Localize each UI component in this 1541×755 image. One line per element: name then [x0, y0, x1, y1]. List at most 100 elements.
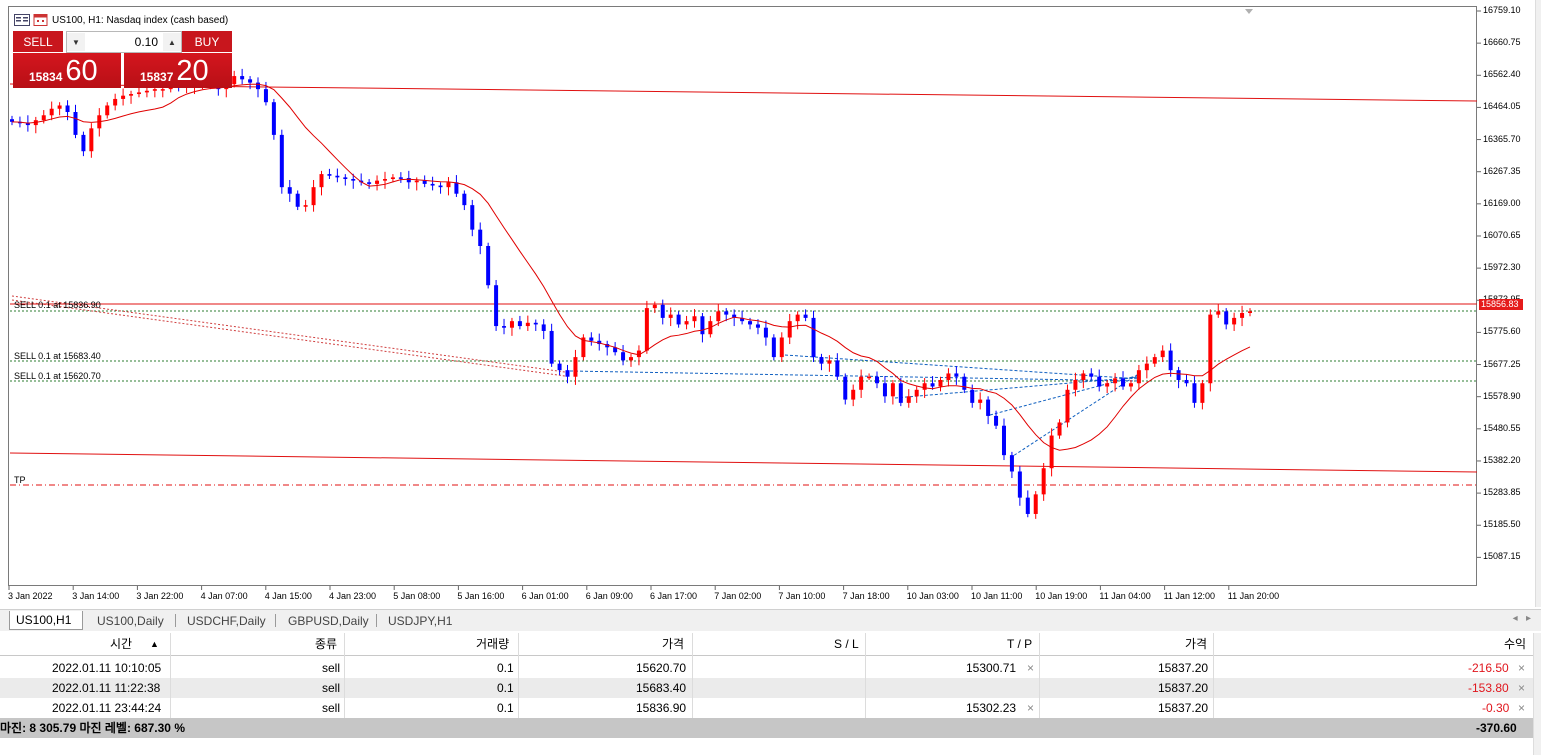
current-price-tag: 15856.83: [1479, 299, 1523, 310]
close-icon[interactable]: ×: [1518, 681, 1526, 695]
time-tick-label: 5 Jan 08:00: [393, 591, 441, 601]
tab-usdjpy-h1[interactable]: USDJPY,H1: [388, 613, 453, 628]
price-chart[interactable]: [0, 0, 1541, 607]
price-tick-label: 16169.00: [1483, 197, 1521, 208]
close-icon[interactable]: ×: [1027, 661, 1035, 675]
table-row[interactable]: 2022.01.11 11:22:38 sell 0.1 15683.40 15…: [0, 678, 1534, 698]
chart-window-icon: [14, 14, 30, 26]
candle-body: [1224, 311, 1229, 325]
candle-body: [160, 89, 165, 91]
candle-body: [279, 134, 284, 188]
candle-body: [303, 205, 308, 207]
sell-price-prefix: 15834: [29, 70, 63, 84]
tab-separator: [376, 614, 377, 627]
candle-body: [597, 340, 602, 345]
candle-body: [1208, 314, 1213, 384]
candle-body: [875, 376, 880, 384]
tp-line-label[interactable]: TP: [14, 475, 26, 485]
buy-button[interactable]: BUY: [182, 31, 232, 52]
chart-plot-area[interactable]: [8, 6, 1477, 586]
time-tick-label: 11 Jan 12:00: [1163, 591, 1215, 601]
account-summary-row: ·마진: 8 305.79 마진 레벨: 687.30 % -370.60: [0, 718, 1534, 738]
order-line-label[interactable]: SELL 0.1 at 15836.90: [14, 300, 101, 310]
candle-body: [1184, 379, 1189, 384]
chart-title: US100, H1: Nasdaq index (cash based): [52, 14, 229, 26]
candle-body: [121, 95, 126, 99]
one-click-trading-panel: SELL ▼ 0.10 ▲ BUY 15834 60 15837 20: [13, 31, 232, 88]
close-icon[interactable]: ×: [1027, 701, 1035, 715]
cell-tp[interactable]: 15300.71: [966, 661, 1017, 675]
candle-body: [986, 399, 991, 416]
candle-body: [430, 183, 435, 186]
order-line-label[interactable]: SELL 0.1 at 15683.40: [14, 351, 101, 361]
column-current-price[interactable]: 가격: [1185, 637, 1208, 651]
tab-gbpusd-daily[interactable]: GBPUSD,Daily: [288, 613, 369, 628]
chart-window[interactable]: US100, H1: Nasdaq index (cash based) SEL…: [0, 0, 1541, 607]
close-icon[interactable]: ×: [1518, 661, 1526, 675]
candle-body: [335, 175, 340, 178]
candle-body: [478, 229, 483, 246]
cell-price: 15836.90: [636, 701, 687, 715]
candle-body: [549, 330, 554, 364]
buy-price-box[interactable]: 15837 20: [124, 53, 232, 88]
order-line-label[interactable]: SELL 0.1 at 15620.70: [14, 371, 101, 381]
trade-history-line: [11, 299, 566, 377]
candle-body: [748, 321, 753, 325]
candle-body: [962, 376, 967, 390]
candle-body: [629, 357, 633, 361]
cell-price: 15683.40: [636, 681, 687, 695]
trade-table: 시간 ▲ 종류 거래량 가격 S / L T / P 가격 수익 2022.01…: [0, 633, 1541, 755]
candle-body: [41, 115, 46, 121]
column-tp[interactable]: T / P: [1007, 637, 1033, 651]
column-type[interactable]: 종류: [315, 637, 338, 651]
candle-body: [470, 205, 475, 230]
cell-profit: -0.30: [1482, 701, 1510, 715]
candle-body: [740, 317, 745, 322]
cell-type: sell: [322, 681, 341, 695]
sell-button[interactable]: SELL: [13, 31, 63, 52]
candle-body: [1232, 317, 1237, 325]
column-sl[interactable]: S / L: [834, 637, 859, 651]
tab-us100-h1[interactable]: US100,H1: [9, 611, 83, 630]
candle-body: [1176, 370, 1181, 380]
resistance-trendline: [9, 83, 1478, 102]
candle-body: [1113, 378, 1118, 384]
tab-usdchf-daily[interactable]: USDCHF,Daily: [187, 613, 266, 628]
cell-current-price: 15837.20: [1158, 661, 1209, 675]
column-profit[interactable]: 수익: [1504, 637, 1527, 651]
volume-stepper[interactable]: ▼ 0.10 ▲: [66, 31, 182, 53]
candle-body: [978, 399, 983, 403]
column-time[interactable]: 시간: [110, 637, 133, 651]
column-price[interactable]: 가격: [662, 637, 685, 651]
vertical-scrollbar[interactable]: [1533, 633, 1541, 755]
cell-tp[interactable]: 15302.23: [966, 701, 1017, 715]
candle-body: [1128, 383, 1133, 387]
candle-body: [10, 119, 14, 122]
candle-body: [970, 389, 975, 403]
price-tick-label: 15283.85: [1483, 487, 1521, 498]
sell-price-box[interactable]: 15834 60: [13, 53, 121, 88]
candle-body: [1057, 422, 1062, 436]
price-tick-label: 15382.20: [1483, 454, 1521, 465]
candle-body: [668, 314, 673, 318]
close-icon[interactable]: ×: [1518, 701, 1526, 715]
tab-scroll-arrows[interactable]: ◂ ▸: [1512, 613, 1531, 624]
chevron-up-icon[interactable]: ▲: [163, 33, 181, 51]
table-row[interactable]: 2022.01.11 10:10:05 sell 0.1 15620.70 15…: [0, 658, 1534, 678]
sort-up-icon[interactable]: ▲: [150, 639, 159, 649]
candle-body: [105, 105, 110, 116]
column-volume[interactable]: 거래량: [476, 637, 510, 651]
chevron-down-icon[interactable]: ▼: [67, 33, 85, 51]
candle-body: [1144, 363, 1149, 371]
candle-body: [1081, 373, 1086, 380]
time-tick-label: 10 Jan 03:00: [906, 591, 959, 601]
table-row[interactable]: 2022.01.11 23:44:24 sell 0.1 15836.90 15…: [0, 698, 1534, 718]
price-tick-label: 16365.70: [1483, 133, 1521, 144]
volume-input[interactable]: 0.10: [134, 35, 158, 49]
candle-body: [946, 373, 951, 380]
candle-body: [509, 321, 514, 328]
candle-body: [113, 98, 118, 106]
cell-time: 2022.01.11 23:44:24: [52, 701, 162, 715]
price-tick-label: 15775.60: [1483, 326, 1521, 337]
tab-us100-daily[interactable]: US100,Daily: [97, 613, 164, 628]
